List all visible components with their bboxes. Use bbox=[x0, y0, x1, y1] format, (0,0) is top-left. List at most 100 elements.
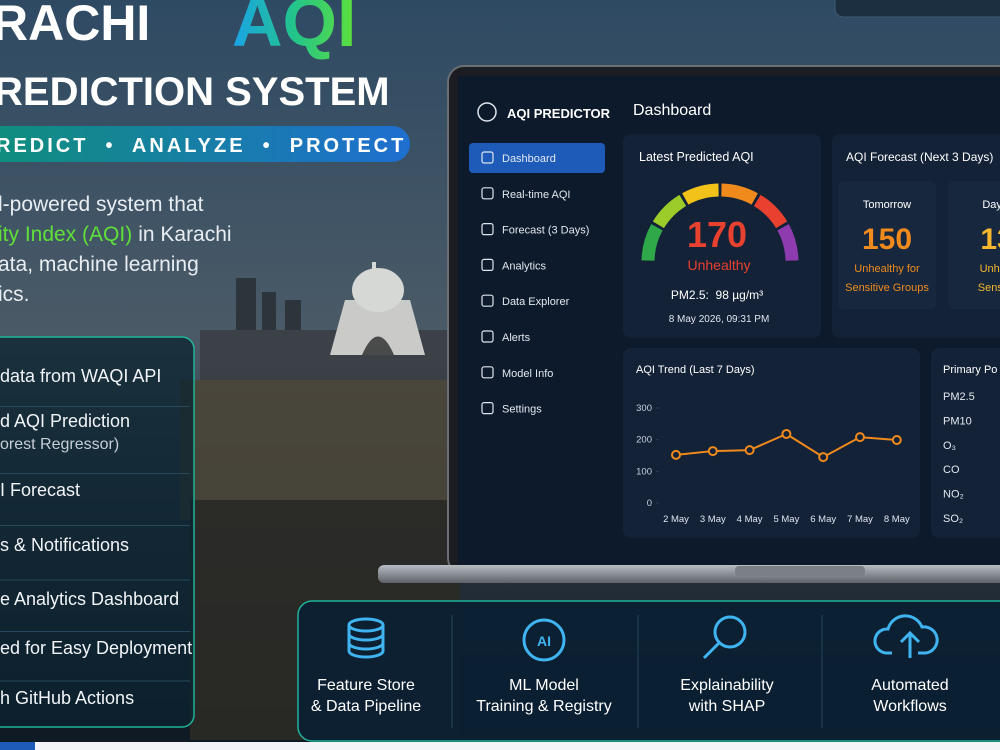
card-title: AQI Forecast (Next 3 Days) bbox=[846, 150, 993, 164]
intro-line: l-powered system that bbox=[0, 193, 204, 216]
x-tick-label: 7 May bbox=[847, 514, 873, 525]
forecast-status: Unhealthy for bbox=[854, 263, 920, 275]
feature-title: d AQI Prediction bbox=[0, 411, 130, 431]
nav-item[interactable]: Model Info bbox=[502, 368, 553, 380]
page-title: Dashboard bbox=[633, 102, 711, 119]
features-panel bbox=[0, 336, 195, 728]
pollutant: PM2.5 bbox=[943, 391, 975, 403]
nav-item[interactable]: Analytics bbox=[502, 260, 547, 272]
intro-accent: ity Index (AQI) bbox=[0, 223, 132, 246]
capability-title: with SHAP bbox=[688, 698, 765, 715]
forecast-day: Day A bbox=[982, 199, 1000, 211]
capability-title: Training & Registry bbox=[476, 698, 611, 715]
feature-title: data from WAQI API bbox=[0, 366, 161, 386]
intro-line: ata, machine learning bbox=[0, 253, 199, 276]
gauge-segment bbox=[652, 194, 687, 229]
forecast-status: Sensitive Groups bbox=[845, 282, 929, 294]
capability-title: & Data Pipeline bbox=[311, 698, 421, 715]
brand-icon bbox=[477, 102, 497, 122]
gauge-segment bbox=[753, 194, 788, 229]
title-accent: AQI bbox=[232, 0, 356, 61]
trend-point bbox=[744, 445, 755, 456]
pollutant: SO₂ bbox=[943, 513, 963, 525]
pollutant: PM10 bbox=[943, 415, 972, 427]
feature-title: s & Notifications bbox=[0, 535, 129, 555]
nav-item[interactable]: Dashboard bbox=[502, 153, 556, 165]
gauge-segment bbox=[682, 183, 719, 205]
nav-icon bbox=[481, 151, 494, 164]
nav-icon bbox=[481, 294, 494, 307]
nav-item[interactable]: Real-time AQI bbox=[502, 189, 570, 201]
trend-point bbox=[781, 428, 792, 439]
title-end: REDICTION SYSTEM bbox=[0, 70, 390, 114]
nav-icon bbox=[481, 402, 494, 415]
intro-line: ics. bbox=[0, 283, 30, 306]
nav-icon bbox=[481, 187, 494, 200]
aqi-value: 170 bbox=[687, 214, 747, 255]
feature-subtitle: orest Regressor) bbox=[0, 436, 119, 453]
y-tick-label: 200 bbox=[636, 435, 652, 446]
x-tick-label: 2 May bbox=[663, 514, 689, 525]
feature-title: e Analytics Dashboard bbox=[0, 589, 179, 609]
tagline-pill bbox=[0, 126, 410, 162]
capability-title: Automated bbox=[871, 677, 948, 694]
gauge-segment bbox=[721, 183, 758, 205]
trend-point bbox=[707, 446, 718, 457]
forecast-status: Unheal bbox=[980, 263, 1000, 275]
y-tick-label: 300 bbox=[636, 403, 652, 414]
feature-title: ed for Easy Deployment bbox=[0, 638, 192, 658]
trend-point bbox=[891, 434, 902, 445]
nav-icon bbox=[481, 330, 494, 343]
gauge-segment bbox=[641, 224, 663, 261]
capability-title: Workflows bbox=[873, 698, 947, 715]
chart-title: AQI Trend (Last 7 Days) bbox=[636, 364, 755, 376]
pm25: PM2.5: 98 µg/m³ bbox=[671, 288, 763, 302]
x-tick-label: 3 May bbox=[700, 514, 726, 525]
pollutant: CO bbox=[943, 464, 960, 476]
timestamp: 8 May 2026, 09:31 PM bbox=[669, 314, 770, 325]
nav-icon bbox=[481, 223, 494, 236]
forecast-status: Sensitiv bbox=[978, 282, 1000, 294]
capabilities-panel bbox=[297, 600, 1000, 742]
nav-item[interactable]: Forecast (3 Days) bbox=[502, 225, 589, 237]
aqi-status: Unhealthy bbox=[687, 257, 750, 273]
pollutant: NO₂ bbox=[943, 489, 964, 501]
capability-title: Feature Store bbox=[317, 677, 415, 694]
trend-point bbox=[671, 449, 681, 460]
forecast-value: 13 bbox=[980, 223, 1000, 256]
top-button[interactable] bbox=[834, 0, 1000, 18]
x-tick-label: 5 May bbox=[773, 514, 799, 525]
y-tick-label: 100 bbox=[636, 466, 652, 477]
card-title: Latest Predicted AQI bbox=[639, 150, 754, 164]
x-tick-label: 8 May bbox=[884, 514, 910, 525]
forecast-day: Tomorrow bbox=[863, 199, 911, 211]
x-tick-label: 4 May bbox=[737, 514, 763, 525]
capability-title: ML Model bbox=[509, 677, 579, 694]
nav-active[interactable] bbox=[469, 143, 605, 173]
brand: AQI PREDICTOR bbox=[507, 106, 611, 121]
tagline: REDICT • ANALYZE • PROTECT bbox=[0, 135, 406, 157]
nav-item[interactable]: Data Explorer bbox=[502, 296, 570, 308]
feature-title: h GitHub Actions bbox=[0, 688, 134, 708]
x-tick-label: 6 May bbox=[810, 514, 836, 525]
gauge-segment bbox=[777, 224, 799, 261]
title-start: RACHI bbox=[0, 0, 150, 51]
icon-text: AI bbox=[537, 633, 551, 649]
intro-section bbox=[0, 126, 410, 728]
nav-item[interactable]: Settings bbox=[502, 404, 542, 416]
nav-item[interactable]: Alerts bbox=[502, 332, 531, 344]
nav-icon bbox=[481, 366, 494, 379]
intro-text: in Karachi bbox=[138, 223, 231, 246]
nav-icon bbox=[481, 258, 494, 271]
pollutant: O₃ bbox=[943, 440, 956, 452]
trend-point bbox=[855, 432, 865, 443]
feature-title: I Forecast bbox=[0, 480, 80, 500]
forecast-value: 150 bbox=[862, 223, 912, 256]
laptop bbox=[378, 65, 1000, 583]
trend-point bbox=[818, 452, 829, 463]
capability-title: Explainability bbox=[680, 677, 773, 694]
card-title: Primary Po bbox=[943, 364, 997, 376]
intro-line: ity Index (AQI) in Karachi bbox=[0, 223, 232, 246]
